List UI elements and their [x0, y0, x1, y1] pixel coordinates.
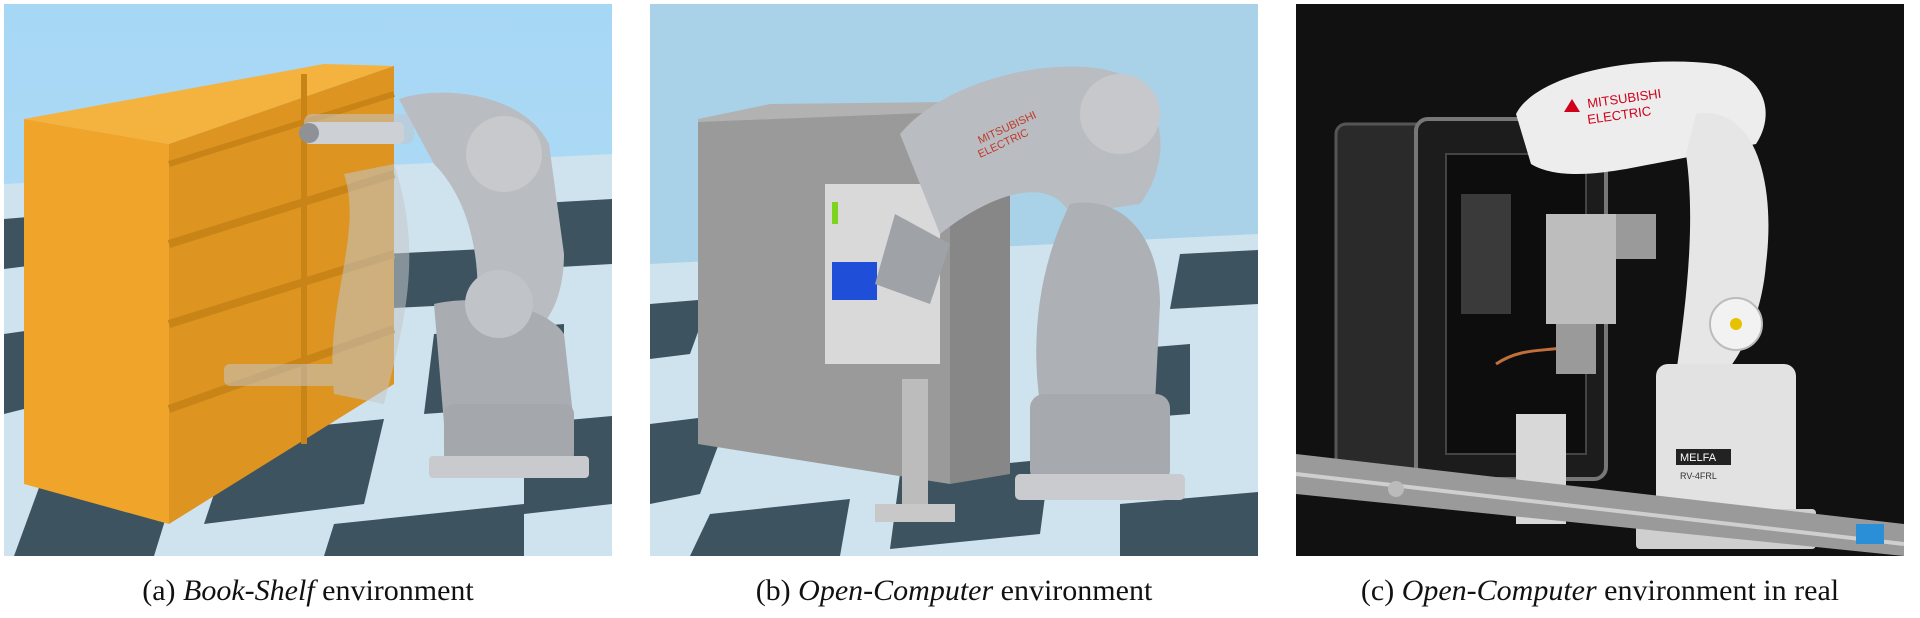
- display-panel: [1856, 524, 1884, 544]
- book-shelf-render: [4, 4, 612, 556]
- caption-suffix: environment: [322, 574, 474, 607]
- caption-label: (c): [1360, 574, 1395, 607]
- pedestal: [875, 379, 955, 522]
- aluminum-rail: [1296, 454, 1904, 556]
- robot-arm: [299, 92, 589, 478]
- caption-env-name: Book-Shelf: [183, 574, 315, 607]
- figure-panel-open-computer: MITSUBISHI ELECTRIC: [650, 4, 1258, 556]
- svg-text:MELFA: MELFA: [1680, 452, 1717, 464]
- book-shelf: [24, 64, 396, 524]
- blue-block: [832, 262, 877, 300]
- svg-text:RV-4FRL: RV-4FRL: [1680, 471, 1717, 481]
- caption-env-name: Open-Computer: [798, 574, 994, 607]
- robot-arm: [875, 66, 1185, 500]
- caption-suffix: environment: [1000, 574, 1153, 607]
- caption-open-computer: (b) Open-Computer environment: [650, 574, 1258, 608]
- caption-label: (a): [142, 574, 176, 607]
- caption-label: (b): [755, 574, 791, 607]
- open-computer-render: MITSUBISHI ELECTRIC: [650, 4, 1258, 556]
- caption-env-name: Open-Computer: [1401, 574, 1597, 607]
- caption-suffix: environment in real: [1604, 574, 1840, 607]
- base-label: MELFA RV-4FRL: [1676, 449, 1731, 481]
- caption-book-shelf: (a) Book-Shelf environment: [4, 574, 612, 608]
- figure-panel-open-computer-real: MITSUBISHI ELECTRIC MELFA RV-4FRL: [1296, 4, 1904, 556]
- real-robot-photo: MITSUBISHI ELECTRIC MELFA RV-4FRL: [1296, 4, 1904, 556]
- caption-open-computer-real: (c) Open-Computer environment in real: [1296, 574, 1904, 608]
- pc-case: [1334, 117, 1608, 481]
- figure-panel-book-shelf: [4, 4, 612, 556]
